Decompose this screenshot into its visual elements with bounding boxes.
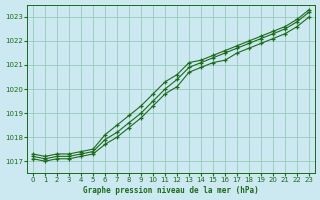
X-axis label: Graphe pression niveau de la mer (hPa): Graphe pression niveau de la mer (hPa) — [83, 186, 259, 195]
